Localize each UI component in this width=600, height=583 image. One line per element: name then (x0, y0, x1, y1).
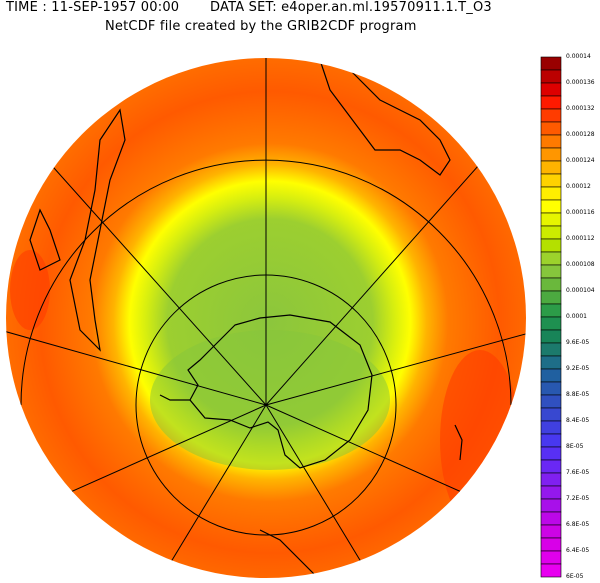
colorbar-label: 0.000128 (566, 131, 595, 138)
colorbar-swatch (540, 563, 562, 578)
colorbar-label: 7.6E-05 (566, 469, 590, 476)
globe (6, 58, 526, 578)
colorbar-label: 0.000136 (566, 79, 595, 86)
colorbar-swatch (540, 485, 562, 500)
colorbar-swatch (540, 186, 562, 201)
colorbar-swatch (540, 212, 562, 227)
colorbar-swatch (540, 511, 562, 526)
colorbar-label: 0.000124 (566, 157, 595, 164)
colorbar-swatch (540, 290, 562, 305)
colorbar-label: 6.4E-05 (566, 547, 590, 554)
colorbar-label: 0.000108 (566, 261, 595, 268)
colorbar-label: 8.4E-05 (566, 417, 590, 424)
meridians (6, 58, 526, 578)
colorbar-swatch (540, 264, 562, 279)
colorbar-label: 8.8E-05 (566, 391, 590, 398)
colorbar-label: 0.0001 (566, 313, 587, 320)
colorbar-swatch (540, 355, 562, 370)
colorbar-swatch (540, 394, 562, 409)
colorbar-swatch (540, 342, 562, 357)
colorbar-swatch (540, 472, 562, 487)
colorbar-swatch (540, 524, 562, 539)
colorbar-swatch (540, 381, 562, 396)
coastlines (29, 59, 463, 576)
colorbar-swatch (540, 498, 562, 513)
colorbar-swatch (540, 537, 562, 552)
colorbar-swatch (540, 82, 562, 97)
subtitle: NetCDF file created by the GRIB2CDF prog… (105, 19, 417, 34)
colorbar-label: 0.00014 (566, 53, 591, 60)
colorbar-swatch (540, 550, 562, 565)
colorbar-swatch (540, 420, 562, 435)
colorbar-swatch (540, 95, 562, 110)
colorbar-label: 9.6E-05 (566, 339, 590, 346)
colorbar-swatch (540, 277, 562, 292)
colorbar-swatch (540, 407, 562, 422)
colorbar-swatch (540, 56, 562, 71)
colorbar-label: 0.000116 (566, 209, 595, 216)
colorbar (540, 56, 562, 578)
colorbar-swatch (540, 173, 562, 188)
colorbar-swatch (540, 368, 562, 383)
colorbar-swatch (540, 459, 562, 474)
dataset-label: DATA SET: e4oper.an.ml.19570911.1.T_O3 (210, 0, 492, 15)
colorbar-swatch (540, 433, 562, 448)
colorbar-swatch (540, 238, 562, 253)
colorbar-swatch (540, 225, 562, 240)
colorbar-label: 0.000112 (566, 235, 595, 242)
colorbar-swatch (540, 303, 562, 318)
colorbar-swatch (540, 121, 562, 136)
colorbar-label: 7.2E-05 (566, 495, 590, 502)
colorbar-label: 0.00012 (566, 183, 591, 190)
colorbar-swatch (540, 329, 562, 344)
colorbar-swatch (540, 160, 562, 175)
colorbar-swatch (540, 147, 562, 162)
colorbar-swatch (540, 134, 562, 149)
colorbar-label: 8E-05 (566, 443, 584, 450)
colorbar-swatch (540, 199, 562, 214)
time-label: TIME : 11-SEP-1957 00:00 (6, 0, 180, 15)
colorbar-label: 6.8E-05 (566, 521, 590, 528)
colorbar-label: 0.000104 (566, 287, 595, 294)
colorbar-label: 0.000132 (566, 105, 595, 112)
colorbar-label: 9.2E-05 (566, 365, 590, 372)
colorbar-swatch (540, 446, 562, 461)
colorbar-label: 6E-05 (566, 573, 584, 580)
colorbar-swatch (540, 316, 562, 331)
colorbar-swatch (540, 108, 562, 123)
colorbar-swatch (540, 69, 562, 84)
colorbar-swatch (540, 251, 562, 266)
